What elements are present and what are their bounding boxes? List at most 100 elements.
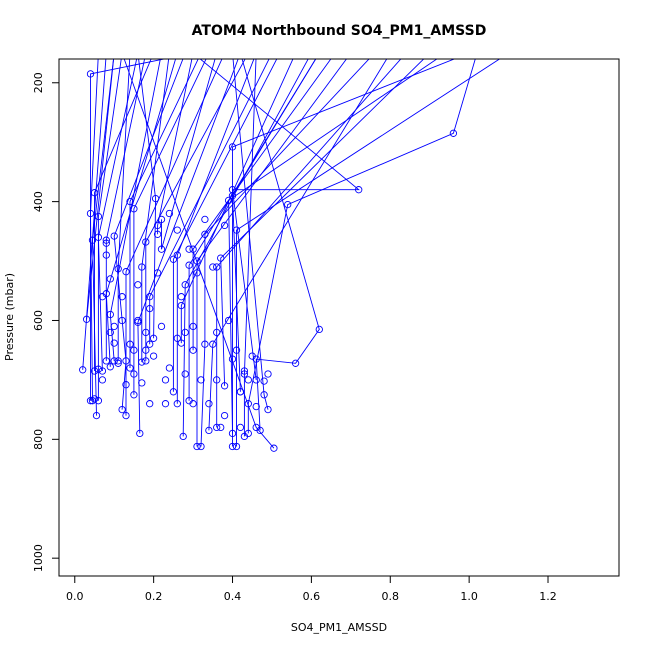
- data-point-extra-50: [228, 355, 237, 363]
- data-point-extra-29: [236, 388, 245, 396]
- data-point-extra-36: [110, 322, 118, 331]
- data-point-extra-52: [244, 376, 252, 384]
- data-point-11-0: [114, 357, 122, 365]
- series-line-7: [97, 59, 138, 372]
- data-point-12-0: [118, 405, 126, 414]
- data-point-extra-31: [248, 352, 256, 360]
- series-line-22: [161, 59, 216, 250]
- data-point-21-0: [153, 230, 162, 238]
- data-point-extra-39: [134, 281, 142, 289]
- data-point-35-0: [228, 442, 237, 451]
- series-line-2: [90, 59, 167, 401]
- series-line-11: [117, 59, 131, 361]
- data-point-5-0: [92, 411, 101, 420]
- series-line-36: [236, 59, 501, 447]
- data-point-35-1: [228, 143, 237, 151]
- data-point-14-0: [126, 364, 134, 372]
- data-point-extra-53: [189, 400, 197, 408]
- data-point-26-1: [181, 281, 189, 289]
- data-point-32-0: [213, 423, 221, 432]
- series-line-18: [145, 59, 246, 361]
- data-point-42-1: [260, 391, 268, 399]
- data-point-3-0: [88, 397, 97, 405]
- series-line-26: [182, 59, 309, 437]
- data-point-extra-33: [260, 377, 268, 385]
- data-point-19-0: [146, 340, 154, 348]
- data-point-14-1: [126, 197, 134, 206]
- data-point-extra-3: [102, 251, 110, 259]
- data-point-extra-47: [205, 400, 213, 408]
- data-point-31-1: [209, 340, 217, 348]
- data-point-42-0: [264, 405, 272, 414]
- data-point-33-1: [217, 254, 225, 262]
- x-tick-label-4: 0.8: [382, 590, 400, 603]
- data-point-18-0: [142, 357, 150, 365]
- data-point-3-1: [86, 209, 95, 218]
- data-point-22-1: [157, 245, 166, 253]
- data-point-23-1: [169, 255, 178, 263]
- series-line-30: [200, 59, 370, 447]
- series-line-10: [109, 59, 161, 361]
- data-point-20-1: [151, 194, 160, 203]
- data-point-extra-44: [181, 370, 189, 378]
- data-point-extra-48: [213, 328, 221, 337]
- data-point-40-0: [252, 376, 260, 384]
- series-line-20: [138, 59, 157, 339]
- data-point-28-0: [189, 346, 197, 354]
- data-point-10-0: [110, 357, 118, 365]
- series-line-42: [232, 59, 269, 410]
- data-point-8-0: [102, 357, 110, 365]
- series-line-39: [247, 59, 476, 434]
- data-point-extra-20: [185, 245, 193, 253]
- data-point-41-3: [315, 325, 323, 334]
- data-point-extra-46: [197, 376, 205, 384]
- data-point-5-1: [88, 236, 97, 244]
- x-tick-label-5: 1.0: [460, 590, 478, 603]
- series-layer: [82, 59, 501, 449]
- x-tick-label-2: 0.4: [224, 590, 242, 603]
- data-point-extra-28: [232, 346, 241, 354]
- data-point-extra-22: [201, 215, 209, 224]
- x-tick-label-6: 1.2: [539, 590, 557, 603]
- points-layer: [79, 70, 458, 452]
- data-point-16-0: [136, 429, 144, 438]
- y-tick-label-0: 200: [32, 72, 45, 93]
- x-axis: 0.0 0.2 0.4 0.6 0.8 1.0 1.2: [66, 576, 557, 603]
- series-line-28: [192, 59, 332, 351]
- data-point-extra-18: [177, 293, 185, 301]
- data-point-9-0: [106, 363, 114, 371]
- series-line-12: [113, 59, 184, 410]
- data-point-extra-40: [142, 346, 150, 354]
- data-point-extra-7: [122, 381, 130, 389]
- data-point-extra-57: [118, 316, 126, 325]
- data-point-31-0: [205, 426, 213, 435]
- data-point-extra-32: [252, 402, 260, 411]
- data-point-4-0: [90, 367, 99, 375]
- data-point-extra-8: [130, 370, 138, 378]
- series-line-6: [97, 59, 122, 401]
- data-point-extra-34: [264, 370, 272, 378]
- data-point-extra-0: [90, 395, 99, 403]
- x-tick-label-3: 0.6: [303, 590, 321, 603]
- data-point-extra-12: [146, 304, 154, 313]
- data-point-6-0: [94, 397, 103, 405]
- y-tick-label-4: 1000: [32, 544, 45, 572]
- data-point-15-1: [130, 205, 138, 213]
- data-point-13-1: [122, 268, 130, 276]
- data-point-6-1: [94, 212, 103, 221]
- data-point-32-1: [213, 263, 221, 271]
- data-point-24-1: [173, 251, 181, 259]
- data-point-extra-1: [94, 365, 103, 373]
- data-point-43-0: [270, 444, 278, 452]
- data-point-extra-9: [134, 316, 142, 325]
- series-line-40: [199, 59, 360, 380]
- data-point-25-0: [177, 339, 185, 347]
- data-point-extra-30: [240, 367, 249, 375]
- data-point-30-2: [201, 230, 209, 238]
- plot-frame: [58, 58, 620, 577]
- data-point-15-0: [130, 391, 138, 399]
- data-point-33-0: [220, 382, 229, 390]
- chart-title: ATOM4 Northbound SO4_PM1_AMSSD: [192, 23, 487, 39]
- data-point-25-1: [177, 301, 185, 310]
